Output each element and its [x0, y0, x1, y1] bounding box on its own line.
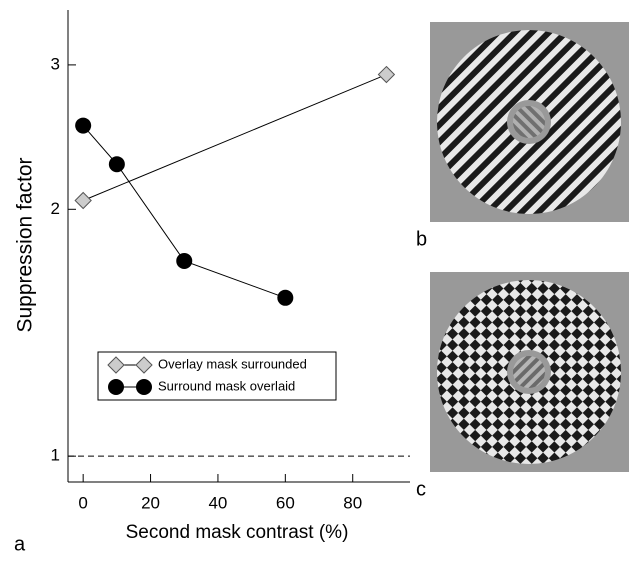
circle-marker — [176, 253, 192, 269]
legend-marker — [136, 379, 152, 395]
x-tick-label: 40 — [208, 493, 227, 512]
stimulus-b — [430, 22, 629, 222]
stimulus-c — [430, 272, 629, 472]
figure: a b c Second mask contrast (%) Suppressi… — [0, 0, 629, 556]
x-tick-label: 60 — [276, 493, 295, 512]
diamond-marker — [75, 193, 91, 209]
circle-marker — [277, 290, 293, 306]
circle-marker — [75, 118, 91, 134]
panel-label: a — [14, 533, 26, 555]
y-tick-label: 1 — [51, 446, 60, 465]
y-tick-label: 2 — [51, 199, 60, 218]
series-line — [83, 126, 285, 298]
legend-label: Overlay mask surrounded — [158, 356, 307, 371]
legend-label: Surround mask overlaid — [158, 378, 295, 393]
diamond-marker — [378, 67, 394, 83]
panel-label: b — [416, 228, 427, 250]
x-tick-label: 0 — [78, 493, 87, 512]
y-axis-label: Suppression factor — [14, 157, 37, 332]
x-axis-label: Second mask contrast (%) — [126, 522, 349, 543]
panel-label: c — [416, 478, 426, 500]
circle-marker — [109, 156, 125, 172]
y-tick-label: 3 — [51, 54, 60, 73]
x-tick-label: 20 — [141, 493, 160, 512]
x-tick-label: 80 — [343, 493, 362, 512]
legend-marker — [108, 379, 124, 395]
